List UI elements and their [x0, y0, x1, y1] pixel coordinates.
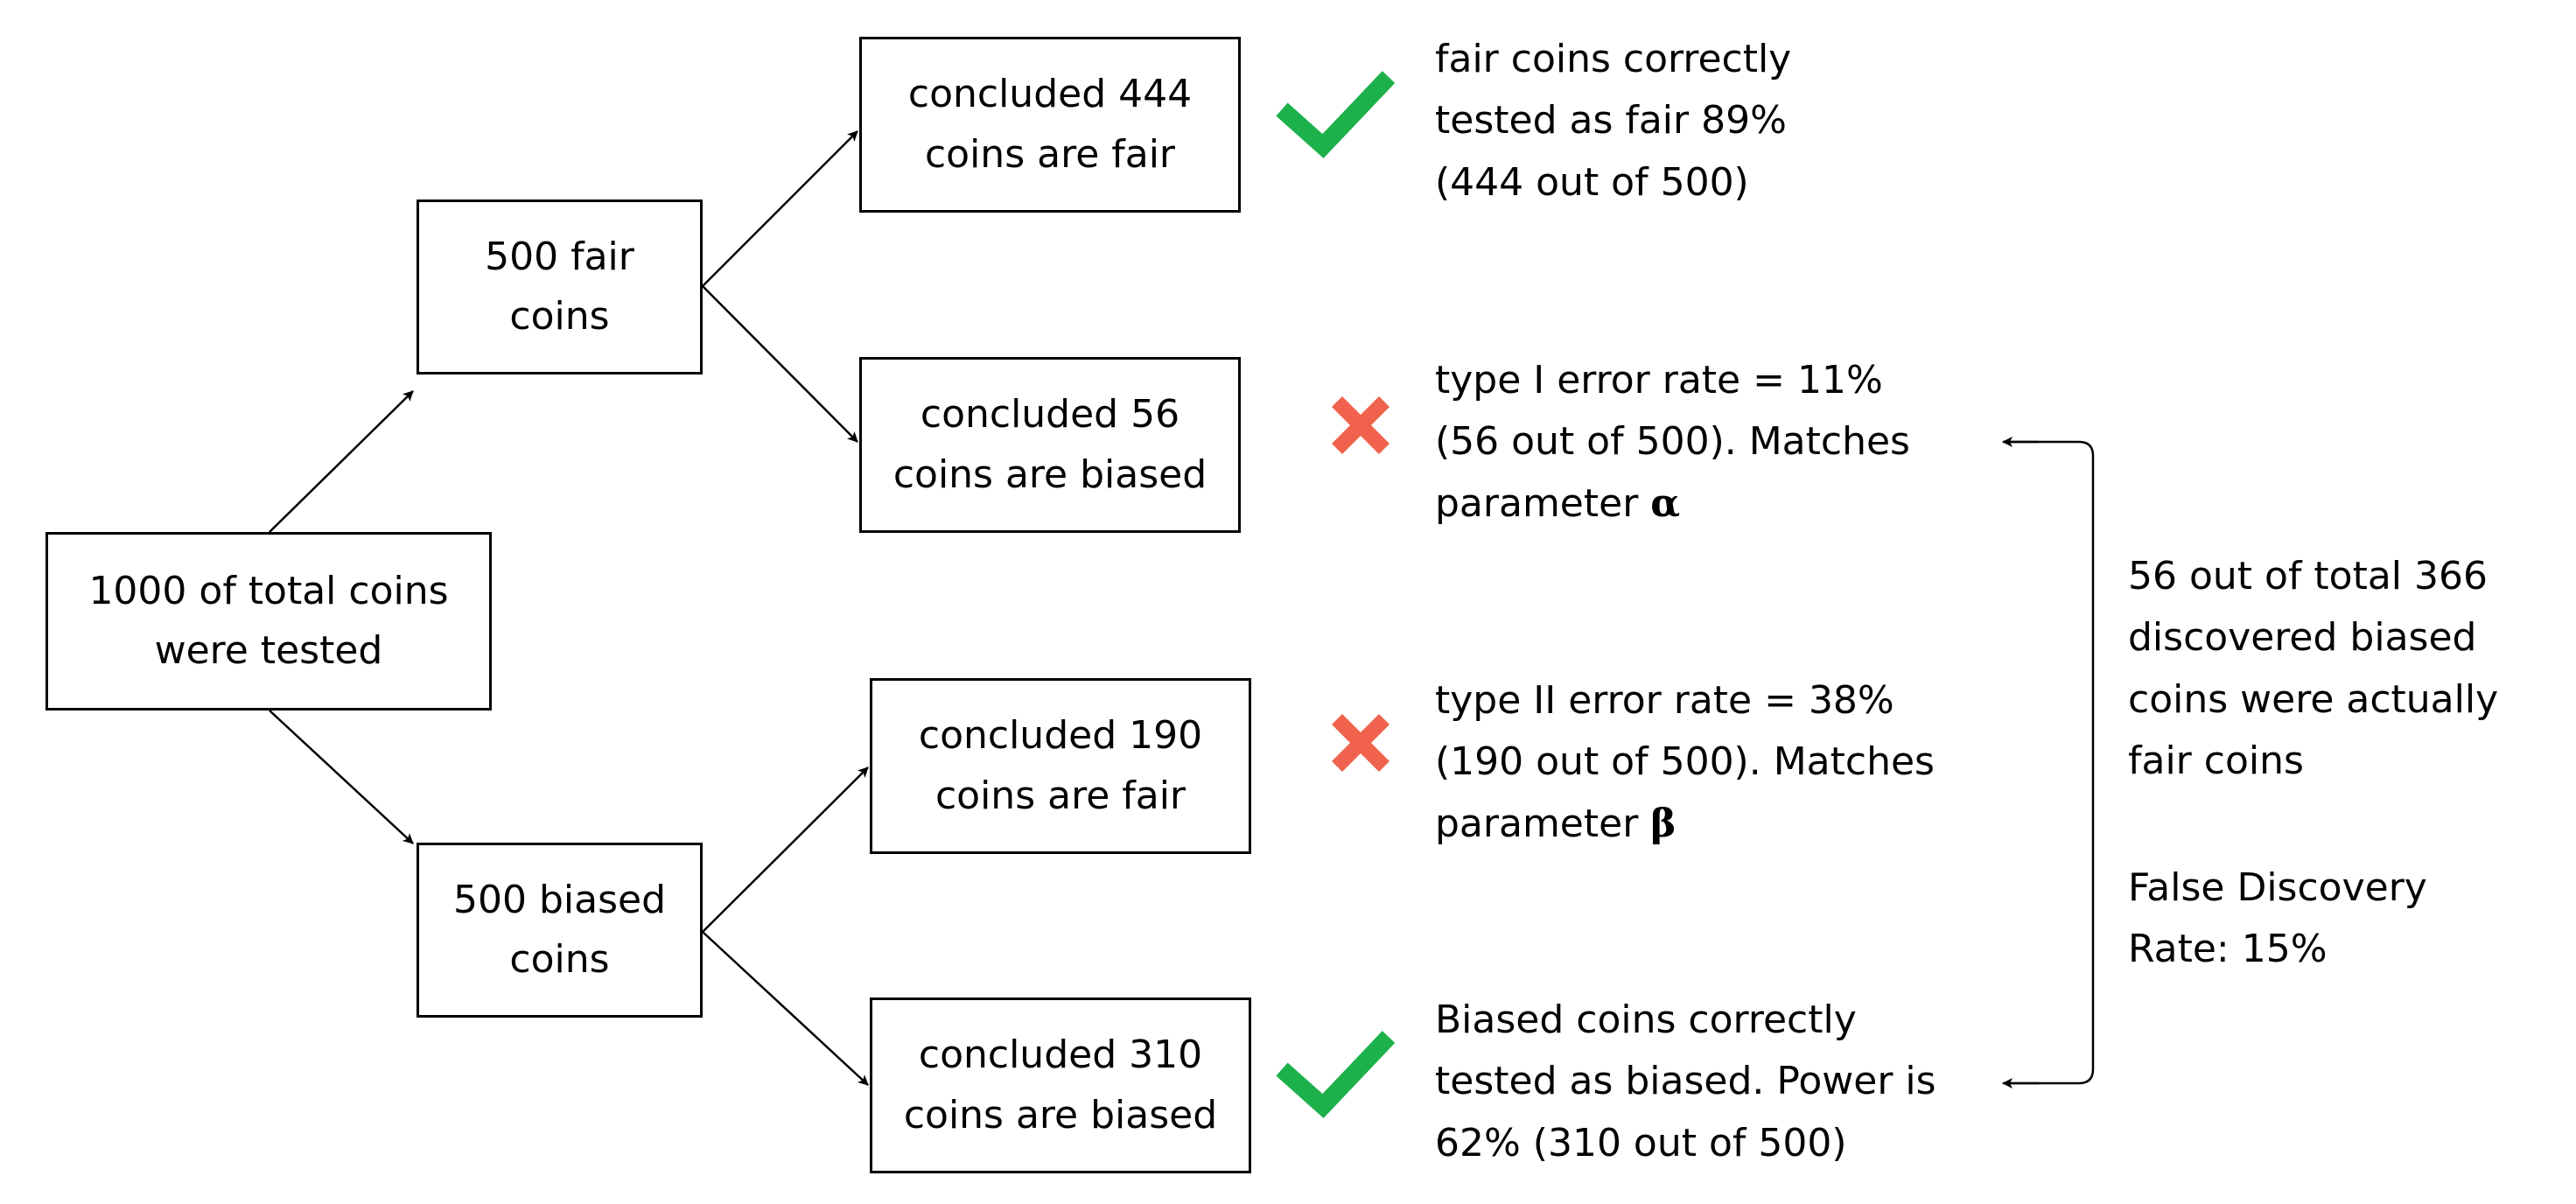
node-line: 500 biased	[452, 877, 666, 922]
note-line: False Discovery	[2128, 865, 2427, 910]
node-biased-coins: 500 biased coins	[416, 843, 703, 1018]
note-false-discovery: 56 out of total 366 discovered biased co…	[2128, 546, 2498, 793]
node-total-coins: 1000 of total coins were tested	[46, 532, 492, 710]
check-icon	[1276, 71, 1396, 158]
arrow-total-to-biased	[269, 710, 414, 844]
note-type-i-error: type I error rate = 11% (56 out of 500).…	[1435, 350, 1910, 535]
node-line: coins are biased	[892, 452, 1208, 497]
node-line: coins	[509, 937, 610, 982]
note-line: discovered biased	[2128, 615, 2477, 661]
node-line: coins are biased	[903, 1092, 1218, 1138]
arrow-biased-to-biased-fair	[702, 766, 869, 933]
note-line: (190 out of 500). Matches	[1435, 739, 1935, 785]
arrow-total-to-fair	[269, 390, 414, 533]
cross-icon	[1331, 396, 1390, 455]
note-type-ii-error: type II error rate = 38% (190 out of 500…	[1435, 670, 1935, 855]
arrow-fair-to-fair-fair	[702, 130, 858, 287]
note-line: tested as biased. Power is	[1435, 1059, 1936, 1104]
node-line: coins are fair	[924, 131, 1176, 177]
note-line: tested as fair 89%	[1435, 98, 1787, 144]
note-prefix: parameter	[1435, 801, 1651, 846]
alpha-symbol: α	[1650, 480, 1681, 526]
note-line: Rate: 15%	[2128, 927, 2328, 972]
note-line: fair coins	[2128, 738, 2304, 784]
fdr-bracket-arrow	[2005, 440, 2095, 1085]
note-line: parameter α	[1435, 473, 1910, 535]
node-line: concluded 444	[907, 72, 1193, 117]
note-line: 56 out of total 366	[2128, 554, 2488, 598]
node-fair-coins: 500 fair coins	[416, 200, 703, 374]
node-line: coins are fair	[934, 773, 1186, 818]
node-line: coins	[509, 294, 610, 339]
note-line: type I error rate = 11%	[1435, 358, 1883, 402]
note-fair-correct: fair coins correctly tested as fair 89% …	[1435, 29, 1791, 214]
node-concluded-biased-from-fair: concluded 56 coins are biased	[859, 357, 1241, 533]
node-line: were tested	[154, 628, 383, 673]
node-line: 1000 of total coins	[88, 568, 449, 613]
check-icon	[1276, 1031, 1396, 1118]
node-line: 500 fair	[485, 234, 634, 279]
note-line: fair coins correctly	[1435, 37, 1792, 81]
note-prefix: parameter	[1435, 480, 1651, 526]
note-false-discovery-rate: False Discovery Rate: 15%	[2128, 858, 2427, 981]
node-concluded-biased-from-biased: concluded 310 coins are biased	[870, 998, 1251, 1173]
beta-symbol: β	[1650, 801, 1676, 846]
node-concluded-fair-from-biased: concluded 190 coins are fair	[870, 678, 1251, 854]
note-line: (56 out of 500). Matches	[1435, 419, 1910, 465]
note-line: Biased coins correctly	[1435, 998, 1857, 1042]
node-concluded-fair-from-fair: concluded 444 coins are fair	[859, 37, 1241, 213]
node-line: concluded 190	[918, 713, 1203, 759]
note-line: coins were actually	[2128, 676, 2499, 722]
note-line: (444 out of 500)	[1435, 159, 1749, 205]
note-line: parameter β	[1435, 794, 1935, 855]
arrow-fair-to-fair-biased	[702, 285, 858, 443]
note-line: 62% (310 out of 500)	[1435, 1120, 1847, 1166]
arrow-biased-to-biased-biased	[702, 931, 869, 1086]
node-line: concluded 56	[920, 392, 1180, 438]
node-line: concluded 310	[918, 1032, 1203, 1078]
note-line: type II error rate = 38%	[1435, 678, 1894, 723]
cross-icon	[1331, 713, 1390, 773]
note-power: Biased coins correctly tested as biased.…	[1435, 990, 1936, 1174]
